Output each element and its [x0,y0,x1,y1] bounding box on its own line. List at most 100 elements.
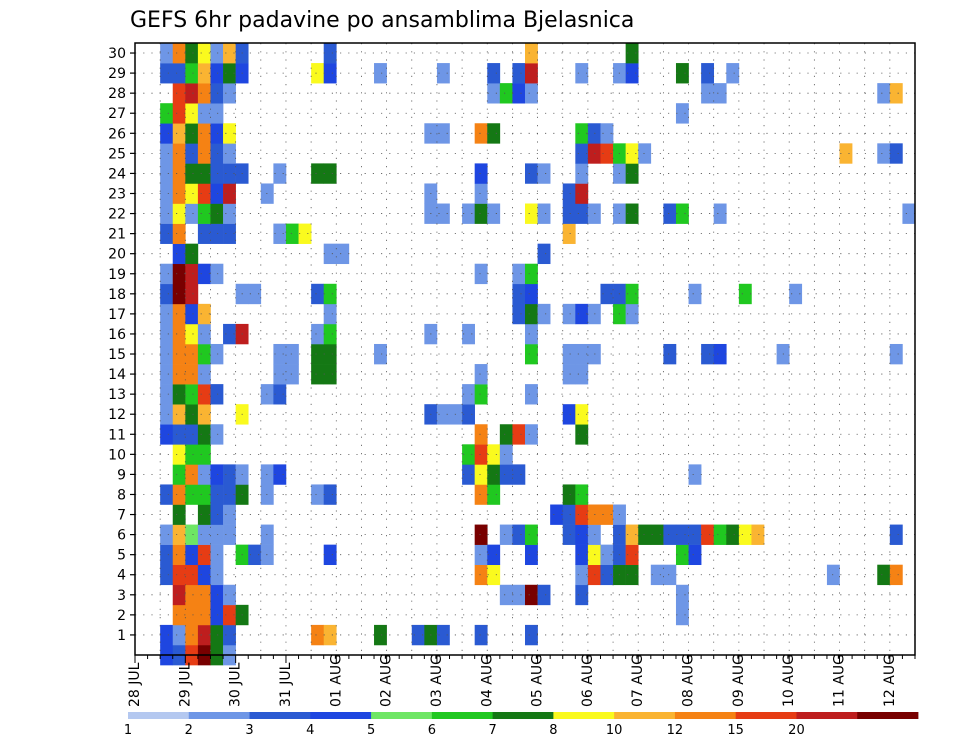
heatmap-cell [210,263,224,285]
heatmap-cell [512,464,526,485]
heatmap-cell [436,123,450,144]
heatmap-cell [185,263,199,285]
heatmap-cell [575,424,589,445]
heatmap-cell [525,83,538,104]
y-tick-label: 27 [108,106,126,122]
heatmap-cell [902,203,916,224]
heatmap-cell [197,83,211,104]
x-tick-label: 30 JUL [228,662,244,707]
heatmap-cell [625,63,639,84]
heatmap-cell [172,484,186,505]
legend-swatch [553,712,615,719]
heatmap-cell [600,143,614,164]
heatmap-cell [223,83,236,104]
heatmap-cell [185,203,199,224]
heatmap-cell [197,343,211,365]
heatmap-cell [562,223,576,244]
heatmap-cell [160,263,174,285]
heatmap-cell [751,524,765,545]
heatmap-cell [713,83,727,104]
y-tick-label: 15 [108,347,126,363]
heatmap-cell [172,63,186,84]
x-tick-label: 03 AUG [429,654,445,707]
heatmap-cell [688,464,702,485]
heatmap-cell [197,604,211,626]
heatmap-cell [160,303,174,325]
heatmap-cell [172,343,186,365]
heatmap-cell [474,263,488,285]
heatmap-cell [223,203,236,224]
heatmap-cell [575,343,589,365]
heatmap-cell [525,624,538,646]
heatmap-cell [323,43,337,64]
heatmap-cell [600,564,614,586]
heatmap-cell [600,123,614,144]
heatmap-cell [575,504,589,525]
heatmap-cell [487,564,501,586]
legend-swatch [796,712,858,719]
heatmap-cell [575,183,589,204]
y-tick-label: 13 [108,387,126,403]
heatmap-cell [713,343,727,365]
heatmap-cell [323,163,337,184]
heatmap-cell [160,524,174,545]
heatmap-cell [185,343,199,365]
heatmap-cell [462,404,475,425]
heatmap-cell [210,424,224,445]
heatmap-cell [374,343,387,365]
x-tick-label: 12 AUG [882,654,898,707]
y-tick-label: 7 [117,508,126,524]
heatmap-cell [197,584,211,606]
heatmap-cell [210,384,224,405]
heatmap-cell [185,163,199,184]
heatmap-cell [172,303,186,325]
heatmap-cell [512,424,526,445]
x-tick-label: 28 JUL [127,662,143,707]
chart-title: GEFS 6hr padavine po ansamblima Bjelasni… [130,8,634,33]
heatmap-cell [462,203,475,224]
heatmap-cell [499,83,513,104]
heatmap-cell [285,364,299,385]
heatmap-cell [638,524,652,545]
heatmap-cell [223,504,236,525]
heatmap-cell [185,584,199,606]
heatmap-cell [688,283,702,305]
heatmap-cell [575,203,589,224]
heatmap-cell [889,143,903,164]
heatmap-cell [701,343,715,365]
heatmap-cell [223,624,236,646]
heatmap-cell [197,63,211,84]
heatmap-cell [726,63,740,84]
y-tick-label: 8 [117,487,126,503]
heatmap-cell [487,123,501,144]
heatmap-cell [323,63,337,84]
heatmap-cell [210,464,224,485]
heatmap-cell [210,223,224,244]
heatmap-cell [197,524,211,545]
heatmap-cell [185,364,199,385]
legend-label: 8 [549,723,557,738]
heatmap-cell [223,163,236,184]
y-tick-label: 28 [108,86,126,102]
heatmap-cell [499,584,513,606]
heatmap-cell [210,43,224,64]
legend-label: 10 [606,723,623,738]
heatmap-cell [210,604,224,626]
heatmap-cell [625,163,639,184]
y-tick-label: 14 [108,367,126,383]
heatmap-cell [525,63,538,84]
heatmap-cell [600,283,614,305]
heatmap-cell [223,604,236,626]
heatmap-cell [210,524,224,545]
heatmap-cell [285,343,299,365]
heatmap-cell [562,524,576,545]
x-tick-label: 31 JUL [278,662,294,707]
heatmap-cell [474,163,488,184]
heatmap-cell [311,163,325,184]
heatmap-cell [185,83,199,104]
y-tick-label: 19 [108,267,126,283]
x-tick-label: 09 AUG [731,654,747,707]
heatmap-cell [525,544,538,566]
legend-swatch [431,712,494,719]
